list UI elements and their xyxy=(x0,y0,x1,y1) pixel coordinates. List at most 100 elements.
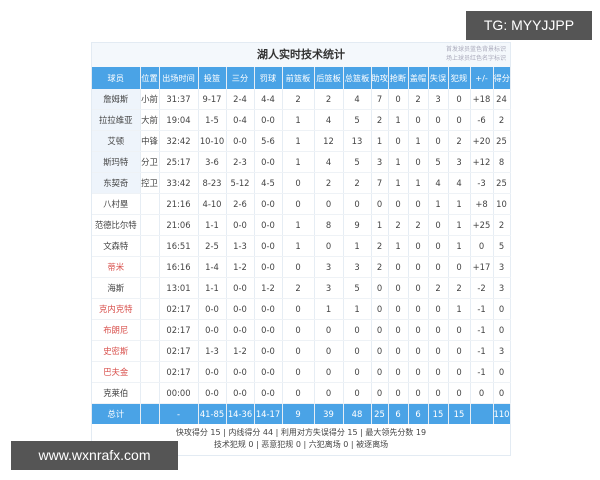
total-cell: 6 xyxy=(408,403,429,424)
player-name[interactable]: 斯玛特 xyxy=(92,151,141,173)
column-header[interactable]: 助攻 xyxy=(371,67,389,89)
stat-cell: 0 xyxy=(282,382,315,404)
stat-cell: 0 xyxy=(408,256,429,278)
column-header[interactable]: 三分 xyxy=(226,67,255,89)
stat-cell: 5 xyxy=(428,151,449,173)
column-header[interactable]: 投篮 xyxy=(198,67,227,89)
stat-cell: 0 xyxy=(493,382,511,404)
stat-cell: 0 xyxy=(470,382,494,404)
stat-cell: 4 xyxy=(314,109,344,131)
column-header[interactable]: 得分 xyxy=(493,67,511,89)
player-name[interactable]: 文森特 xyxy=(92,235,141,257)
stat-cell: 5-6 xyxy=(254,130,283,152)
stat-cell: 2 xyxy=(314,172,344,194)
stat-cell: 0 xyxy=(371,277,389,299)
stat-cell: 0-0 xyxy=(254,340,283,362)
stat-cell xyxy=(140,193,160,215)
stat-cell: 1 xyxy=(448,235,471,257)
total-cell: 110 xyxy=(493,403,511,424)
note-starter: 首发球员蓝色背景标识 xyxy=(445,46,506,53)
player-name[interactable]: 八村塁 xyxy=(92,193,141,215)
stat-cell: 0 xyxy=(493,319,511,341)
stat-cell: 2 xyxy=(371,109,389,131)
player-name[interactable]: 范德比尔特 xyxy=(92,214,141,236)
stat-cell: 0 xyxy=(314,235,344,257)
total-cell xyxy=(470,403,494,424)
stat-cell: 0 xyxy=(388,340,409,362)
column-header[interactable]: 罚球 xyxy=(254,67,283,89)
title-text: 湖人实时技术统计 xyxy=(257,48,345,61)
player-name[interactable]: 拉拉维亚 xyxy=(92,109,141,131)
column-header[interactable]: +/- xyxy=(470,67,494,89)
stat-cell: 0 xyxy=(428,382,449,404)
stat-cell: 0-0 xyxy=(226,382,255,404)
stat-cell: 02:17 xyxy=(159,361,199,383)
total-cell: 48 xyxy=(343,403,372,424)
column-header[interactable]: 位置 xyxy=(140,67,160,89)
stat-cell: 2 xyxy=(371,256,389,278)
stat-cell: 1-2 xyxy=(226,256,255,278)
stat-cell: 02:17 xyxy=(159,340,199,362)
column-header[interactable]: 失误 xyxy=(428,67,449,89)
column-header[interactable]: 犯规 xyxy=(448,67,471,89)
stat-cell: 0-0 xyxy=(254,151,283,173)
column-header[interactable]: 盖帽 xyxy=(408,67,429,89)
stat-cell xyxy=(140,340,160,362)
player-name[interactable]: 克莱伯 xyxy=(92,382,141,404)
total-cell: 6 xyxy=(388,403,409,424)
player-name[interactable]: 史密斯 xyxy=(92,340,141,362)
stat-cell: 10-10 xyxy=(198,130,227,152)
stat-cell: 0-0 xyxy=(254,382,283,404)
stat-cell: 1 xyxy=(448,214,471,236)
stat-cell xyxy=(140,214,160,236)
stat-cell: 0-0 xyxy=(198,382,227,404)
player-name[interactable]: 詹姆斯 xyxy=(92,89,141,110)
stat-cell: 1-5 xyxy=(198,109,227,131)
stat-cell: -6 xyxy=(470,109,494,131)
stat-cell xyxy=(140,256,160,278)
stat-cell xyxy=(140,319,160,341)
player-name[interactable]: 海斯 xyxy=(92,277,141,299)
column-header[interactable]: 球员 xyxy=(92,67,141,89)
stat-cell: 0 xyxy=(282,319,315,341)
stat-cell: 02:17 xyxy=(159,298,199,320)
page-title: 湖人实时技术统计 首发球员蓝色背景标识 场上球员红色名字标识 xyxy=(92,43,510,67)
stat-cell xyxy=(140,277,160,299)
player-name[interactable]: 巴夫金 xyxy=(92,361,141,383)
stat-cell: 控卫 xyxy=(140,172,160,194)
stat-cell: 1 xyxy=(408,130,429,152)
stat-cell: 10 xyxy=(493,193,511,215)
column-header[interactable]: 前篮板 xyxy=(282,67,315,89)
table-row: 范德比尔特 21:06 1-1 0-0 0-0 1 8 9 1 2 2 0 1 +25 2 xyxy=(92,214,511,236)
stat-cell: 0 xyxy=(371,319,389,341)
stat-cell: 1-2 xyxy=(226,340,255,362)
legend-note: 首发球员蓝色背景标识 场上球员红色名字标识 xyxy=(446,45,506,63)
column-header[interactable]: 抢断 xyxy=(388,67,409,89)
stat-cell: 1 xyxy=(371,130,389,152)
stat-cell: 0-0 xyxy=(254,298,283,320)
stat-cell: 1 xyxy=(388,109,409,131)
player-name[interactable]: 克内克特 xyxy=(92,298,141,320)
stat-cell: 0 xyxy=(388,298,409,320)
column-header[interactable]: 后篮板 xyxy=(314,67,344,89)
player-name[interactable]: 布朗尼 xyxy=(92,319,141,341)
stat-cell: -2 xyxy=(470,277,494,299)
stat-cell xyxy=(140,361,160,383)
stat-cell: 分卫 xyxy=(140,151,160,173)
stat-cell: 5 xyxy=(343,109,372,131)
stat-cell: 2 xyxy=(408,89,429,110)
stat-cell: 0 xyxy=(282,256,315,278)
stat-cell: 1 xyxy=(343,235,372,257)
stat-cell: 0-0 xyxy=(254,109,283,131)
stat-cell: 0 xyxy=(343,193,372,215)
column-header[interactable]: 出场时间 xyxy=(159,67,199,89)
player-name[interactable]: 蒂米 xyxy=(92,256,141,278)
stat-cell: 1-3 xyxy=(198,340,227,362)
stat-cell: 0 xyxy=(448,256,471,278)
column-header[interactable]: 总篮板 xyxy=(343,67,372,89)
player-name[interactable]: 艾顿 xyxy=(92,130,141,152)
stat-cell: 0 xyxy=(343,319,372,341)
stat-cell: 2 xyxy=(282,277,315,299)
stat-cell: 16:16 xyxy=(159,256,199,278)
player-name[interactable]: 东契奇 xyxy=(92,172,141,194)
